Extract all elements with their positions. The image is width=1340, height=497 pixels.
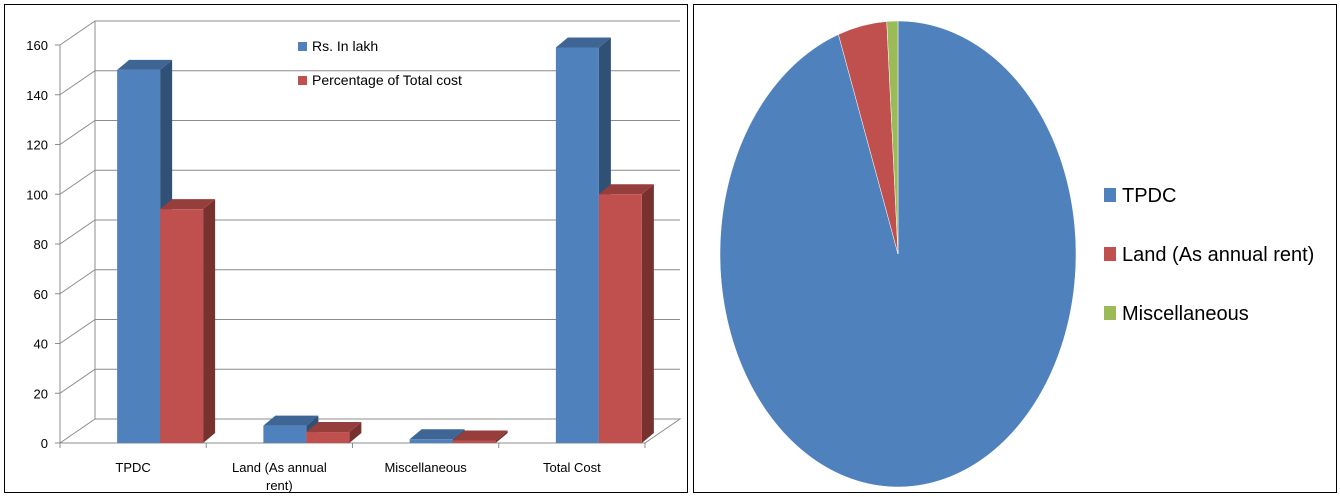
bar-top xyxy=(160,199,216,210)
bar-top xyxy=(117,59,173,70)
gridline xyxy=(59,20,680,46)
bar-front xyxy=(409,439,453,443)
y-tick-label: 40 xyxy=(34,337,48,352)
gridline xyxy=(59,120,680,145)
bar xyxy=(160,199,216,443)
legend-swatch xyxy=(1104,247,1116,261)
y-tick-label: 160 xyxy=(26,38,48,53)
legend-label: TPDC xyxy=(1122,185,1176,207)
y-tick-label: 20 xyxy=(34,386,48,401)
x-tick-label: Miscellaneous xyxy=(384,460,467,475)
bar-front xyxy=(306,432,350,443)
x-tick-label: Total Cost xyxy=(543,460,601,475)
pie-chart-panel: TPDC Land (As annual rent) Miscellaneous xyxy=(693,4,1337,493)
bar-front xyxy=(263,425,307,443)
y-tick-label: 140 xyxy=(26,88,48,103)
y-tick-label: 80 xyxy=(34,237,48,252)
gridline xyxy=(59,70,680,96)
bar-top xyxy=(598,184,654,195)
bar xyxy=(598,184,654,443)
bar-top xyxy=(555,37,611,48)
gridline xyxy=(59,169,680,195)
bar xyxy=(306,422,362,443)
y-tick-label: 60 xyxy=(34,287,48,302)
bar-top xyxy=(263,415,319,426)
legend-label: Rs. In lakh xyxy=(312,38,378,54)
y-tick-label: 120 xyxy=(26,138,48,153)
bar-side xyxy=(349,422,362,443)
bar-front xyxy=(452,440,496,443)
y-tick-label: 0 xyxy=(41,436,48,451)
legend-swatch xyxy=(1104,188,1116,202)
legend-swatch xyxy=(1104,306,1116,320)
legend-label: Miscellaneous xyxy=(1122,303,1249,325)
bar-legend: Rs. In lakh Percentage of Total cost xyxy=(298,38,462,88)
bar-front xyxy=(160,209,204,443)
bar xyxy=(263,415,319,443)
bar-top xyxy=(452,430,508,441)
bar-chart-panel: 0 20 40 60 80 100 120 140 160 TPDC Land (As annual… xyxy=(4,4,688,493)
legend-label: Percentage of Total cost xyxy=(312,72,462,88)
bar-chart: 0 20 40 60 80 100 120 140 160 TPDC Land (As annual… xyxy=(26,20,682,493)
x-tick-label: rent) xyxy=(266,478,293,493)
y-tick-label: 100 xyxy=(26,187,48,202)
bar-top xyxy=(306,422,362,433)
pie-slice xyxy=(886,20,899,255)
x-tick-label: Land (As annual xyxy=(232,460,327,475)
bar-top xyxy=(409,429,465,440)
gridline xyxy=(59,219,680,245)
pie xyxy=(719,20,1077,488)
bar-front xyxy=(117,69,161,443)
gridline xyxy=(59,269,680,295)
legend-swatch xyxy=(298,42,307,51)
bar-side xyxy=(641,184,654,443)
gridline xyxy=(59,319,680,344)
bar-front xyxy=(555,47,599,444)
legend-label: Land (As annual rent) xyxy=(1122,244,1314,266)
bar xyxy=(452,430,508,443)
bar-side xyxy=(495,430,508,443)
pie-chart: TPDC Land (As annual rent) Miscellaneous xyxy=(719,20,1314,488)
legend-swatch xyxy=(298,76,307,85)
bar-side xyxy=(203,199,216,443)
gridline xyxy=(59,368,680,394)
pie-legend: TPDC Land (As annual rent) Miscellaneous xyxy=(1104,185,1314,325)
bar-front xyxy=(598,194,642,443)
x-tick-label: TPDC xyxy=(115,460,150,475)
